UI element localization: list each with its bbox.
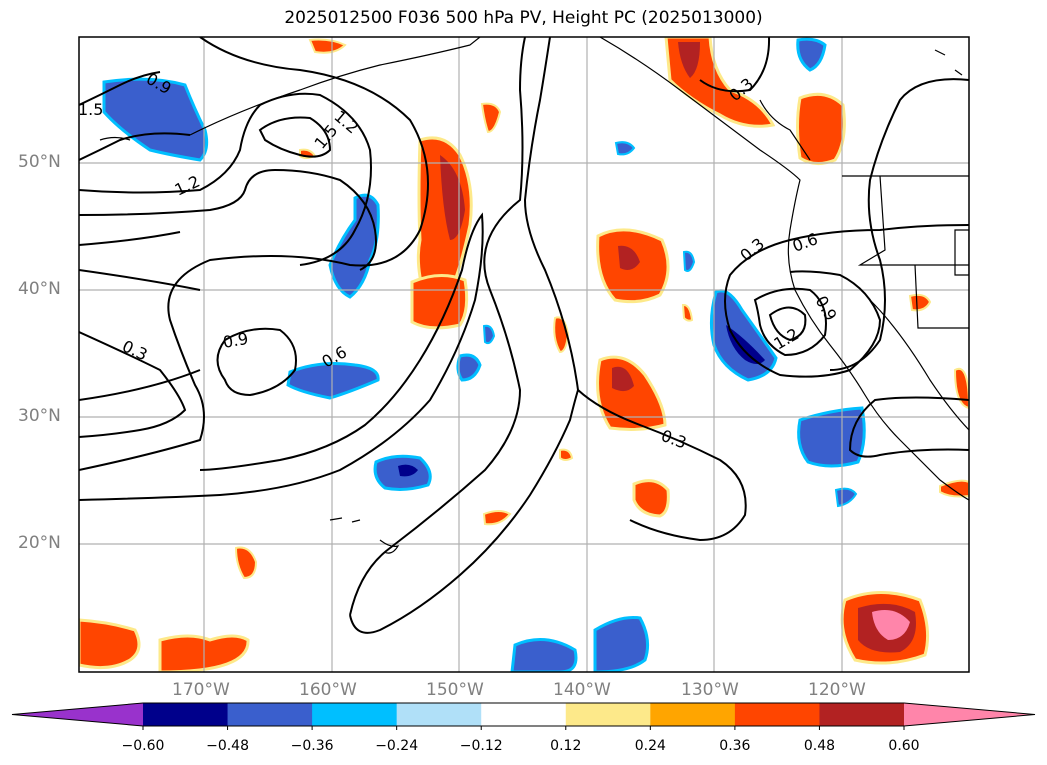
colorbar-segment — [396, 703, 482, 726]
lon-label: 120°W — [808, 680, 866, 700]
colorbar-segment — [312, 703, 398, 726]
colorbar-segment — [650, 703, 736, 726]
colorbar-segment — [227, 703, 313, 726]
contour-label: 1.2 — [172, 172, 203, 200]
colorbar-tick-label: 0.12 — [550, 738, 582, 754]
lat-label: 50°N — [18, 152, 61, 172]
contour-label: 0.9 — [221, 329, 249, 352]
colorbar-tick-label: 0.24 — [634, 738, 666, 754]
positive-pv-anomalies — [79, 37, 969, 672]
height-contours — [79, 37, 969, 634]
lon-label: 130°W — [681, 680, 739, 700]
contour-label: 0.9 — [812, 293, 841, 325]
lat-label: 40°N — [18, 279, 61, 299]
colorbar-segment — [819, 703, 905, 726]
colorbar — [11, 702, 1036, 730]
colorbar-segment — [565, 703, 651, 726]
colorbar-extend-left — [12, 703, 143, 726]
graticule — [79, 37, 969, 672]
colorbar-extend-right — [904, 703, 1035, 726]
contour-label: 0.3 — [736, 234, 768, 265]
colorbar-tick-label: −0.24 — [375, 738, 419, 754]
contour-label: 1.5 — [78, 100, 103, 119]
colorbar-segment — [481, 703, 567, 726]
lon-label: 160°W — [299, 680, 357, 700]
contour-label: 0.3 — [119, 336, 150, 364]
colorbar-tick-label: −0.60 — [121, 738, 165, 754]
map-frame — [78, 36, 970, 673]
contour-label: 0.3 — [659, 426, 689, 453]
colorbar-tick-label: −0.36 — [290, 738, 334, 754]
lat-label: 20°N — [18, 533, 61, 553]
lon-label: 140°W — [553, 680, 611, 700]
colorbar-segment — [143, 703, 229, 726]
colorbar-tick-label: 0.36 — [719, 738, 751, 754]
lon-label: 150°W — [426, 680, 484, 700]
colorbar-segment — [734, 703, 820, 726]
contour-label: 0.6 — [790, 229, 820, 256]
colorbar-tick-label: −0.12 — [459, 738, 503, 754]
coastlines — [99, 37, 969, 554]
colorbar-tick-label: 0.48 — [803, 738, 836, 754]
colorbar-tick-label: −0.48 — [206, 738, 249, 754]
lon-label: 170°W — [172, 680, 230, 700]
lat-label: 30°N — [18, 406, 61, 426]
map-title: 2025012500 F036 500 hPa PV, Height PC (2… — [284, 8, 763, 28]
colorbar-tick-label: 0.60 — [888, 738, 920, 754]
negative-pv-anomalies — [102, 37, 866, 672]
